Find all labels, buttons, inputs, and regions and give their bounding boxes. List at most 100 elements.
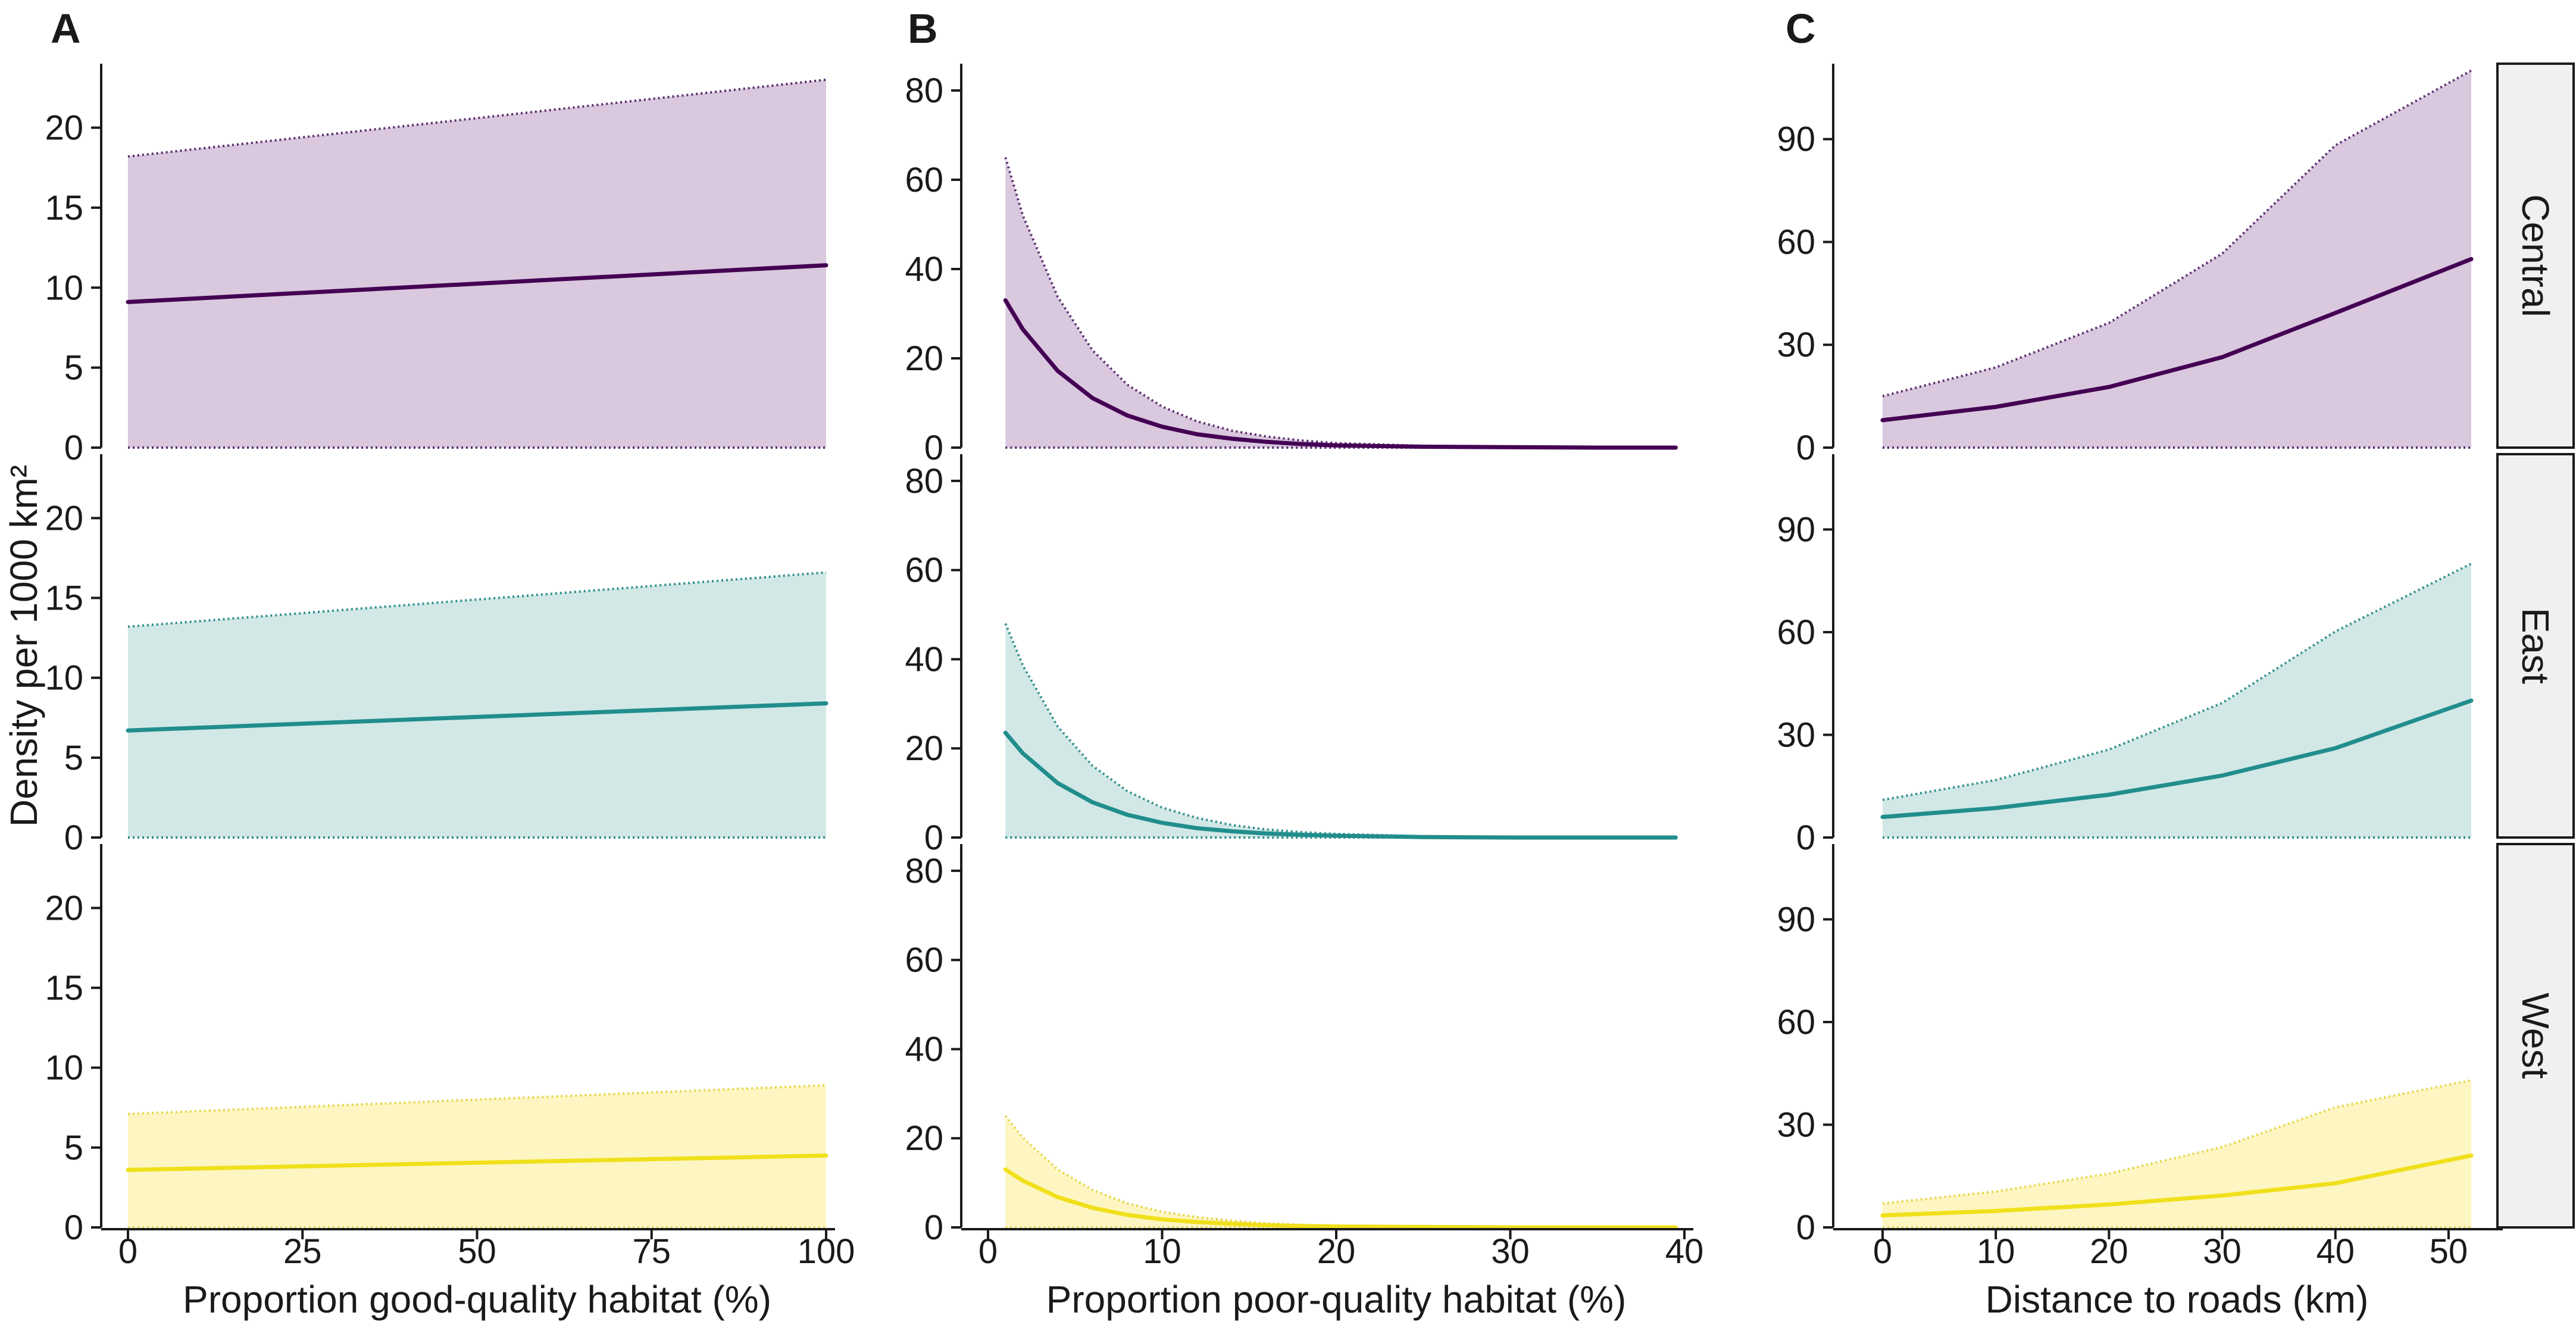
- mean-line: [1880, 698, 2474, 819]
- panel-b-east: 0 20 40 60 80: [905, 454, 1678, 857]
- x-tick-label: 30: [1491, 1232, 1530, 1271]
- ci-band: [128, 1085, 826, 1227]
- strip-label: West: [2514, 993, 2557, 1079]
- mean-line: [126, 1153, 829, 1172]
- upper-bound-line: [1882, 1079, 2472, 1205]
- ci-band: [128, 572, 826, 838]
- strip-box: [2496, 453, 2575, 839]
- panel-b-west: 0 20 40 60 80: [905, 844, 1678, 1247]
- mean-line: [1880, 1153, 2474, 1218]
- panel-c-x-axis: 0 10 20 30 40 50 Distance to roads (km): [1833, 1228, 2503, 1321]
- x-axis-title: Distance to roads (km): [1986, 1278, 2369, 1321]
- upper-bound-line: [1882, 69, 2472, 398]
- ci-band: [1005, 1115, 1676, 1227]
- y-tick-label: 15: [45, 189, 83, 227]
- y-tick-label: 20: [45, 499, 83, 538]
- mean-line: [1003, 1167, 1678, 1230]
- panel-a-west: 0 5 10 15 20: [45, 844, 829, 1247]
- x-tick-label: 20: [1317, 1232, 1356, 1271]
- y-tick-label: 0: [1796, 1208, 1815, 1247]
- strip-box: [2496, 63, 2575, 449]
- ci-band: [1883, 564, 2471, 838]
- y-tick-label: 0: [924, 429, 943, 467]
- y-tick-label: 60: [905, 551, 943, 590]
- panel-a-east: 0 5 10 15 20: [45, 454, 829, 857]
- x-tick-label: 100: [798, 1232, 855, 1271]
- y-tick-label: 60: [1777, 1003, 1815, 1042]
- y-tick-label: 0: [1796, 818, 1815, 857]
- mean-line: [1003, 730, 1678, 840]
- y-tick-label: 80: [905, 852, 943, 890]
- y-tick-label: 20: [905, 339, 943, 378]
- panel-letter-c: C: [1786, 5, 1816, 52]
- panel-a-x-axis: 0 25 50 75 100 Proportion good-quality habita…: [101, 1228, 855, 1321]
- mean-line: [1003, 298, 1678, 450]
- panel-c-central: 0 30 60 90: [1777, 64, 2474, 467]
- y-tick-label: 40: [905, 1030, 943, 1068]
- y-tick-label: 0: [64, 818, 83, 857]
- facet-strip-west: West: [2496, 843, 2575, 1229]
- x-tick-label: 40: [2316, 1232, 2355, 1271]
- y-tick-label: 10: [45, 268, 83, 307]
- ci-band: [1005, 157, 1676, 448]
- x-tick-label: 40: [1665, 1232, 1704, 1271]
- x-tick-label: 10: [1143, 1232, 1181, 1271]
- upper-bound-line: [1882, 563, 2472, 801]
- y-tick-label: 60: [905, 161, 943, 199]
- panel-c-west: 0 30 60 90: [1777, 844, 2474, 1247]
- facet-strip-east: East: [2496, 453, 2575, 839]
- strip-label: Central: [2514, 194, 2557, 317]
- mean-line: [126, 701, 829, 733]
- y-tick-label: 90: [1777, 901, 1815, 939]
- x-tick-label: 50: [458, 1232, 496, 1271]
- facet-strip-central: Central: [2496, 63, 2575, 449]
- y-tick-label: 15: [45, 969, 83, 1008]
- y-tick-label: 90: [1777, 511, 1815, 549]
- y-tick-label: 60: [1777, 223, 1815, 261]
- strip-box: [2496, 843, 2575, 1229]
- y-tick-label: 30: [1777, 1106, 1815, 1145]
- y-tick-label: 30: [1777, 326, 1815, 364]
- y-tick-label: 0: [64, 429, 83, 467]
- x-tick-label: 25: [283, 1232, 322, 1271]
- y-tick-label: 30: [1777, 716, 1815, 755]
- upper-bound-line: [127, 1084, 827, 1115]
- strip-label: East: [2514, 608, 2557, 684]
- panel-c-east: 0 30 60 90: [1777, 454, 2474, 857]
- y-tick-label: 0: [924, 1208, 943, 1247]
- y-tick-label: 60: [1777, 613, 1815, 652]
- y-tick-label: 10: [45, 1049, 83, 1088]
- y-tick-label: 20: [905, 729, 943, 768]
- x-tick-label: 0: [118, 1232, 137, 1271]
- panel-letter-b: B: [908, 5, 938, 52]
- y-tick-label: 0: [64, 1208, 83, 1247]
- y-tick-label: 10: [45, 659, 83, 698]
- ci-band: [1883, 70, 2471, 448]
- x-tick-label: 50: [2430, 1232, 2468, 1271]
- y-tick-label: 15: [45, 579, 83, 618]
- y-tick-label: 0: [924, 818, 943, 857]
- y-tick-label: 5: [64, 1129, 83, 1167]
- ci-band: [1005, 623, 1676, 838]
- panel-a-central: 0 5 10 15 20: [45, 64, 829, 467]
- y-tick-label: 80: [905, 462, 943, 501]
- x-tick-label: 0: [978, 1232, 998, 1271]
- y-tick-label: 5: [64, 349, 83, 388]
- upper-bound-line: [1004, 157, 1676, 449]
- mean-line: [126, 263, 829, 304]
- x-tick-label: 0: [1873, 1232, 1892, 1271]
- x-axis-title: Proportion good-quality habitat (%): [183, 1278, 771, 1321]
- panel-letter-a: A: [51, 5, 81, 52]
- x-tick-label: 75: [632, 1232, 671, 1271]
- y-axis-title: Density per 1000 km²: [2, 465, 45, 827]
- x-tick-label: 10: [1977, 1232, 2015, 1271]
- upper-bound-line: [1004, 1115, 1676, 1229]
- ci-band: [1883, 1080, 2471, 1227]
- y-tick-label: 0: [1796, 429, 1815, 467]
- y-tick-label: 80: [905, 71, 943, 110]
- y-tick-label: 20: [45, 109, 83, 148]
- mean-line: [1880, 257, 2474, 423]
- y-tick-label: 20: [45, 889, 83, 927]
- y-tick-label: 20: [905, 1119, 943, 1158]
